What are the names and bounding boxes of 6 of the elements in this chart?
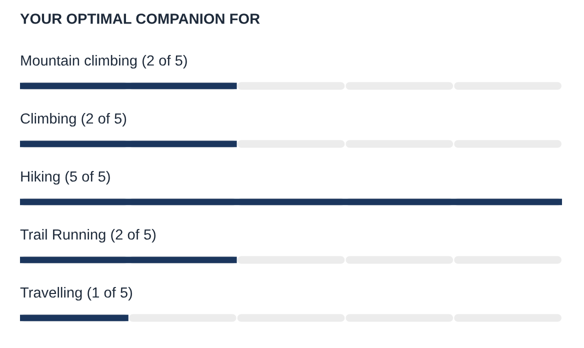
y-tick-label: Hiking (5 of 5) — [21, 170, 110, 185]
y-tick-label: Climbing (2 of 5) — [20, 112, 126, 127]
y-tick-label: Travelling (1 of 5) — [20, 286, 132, 301]
y-tick-label: Trail Running (2 of 5) — [20, 228, 156, 243]
chart-title: YOUR OPTIMAL COMPANION FOR — [20, 14, 260, 24]
y-tick-label: Mountain climbing (2 of 5) — [21, 54, 187, 69]
